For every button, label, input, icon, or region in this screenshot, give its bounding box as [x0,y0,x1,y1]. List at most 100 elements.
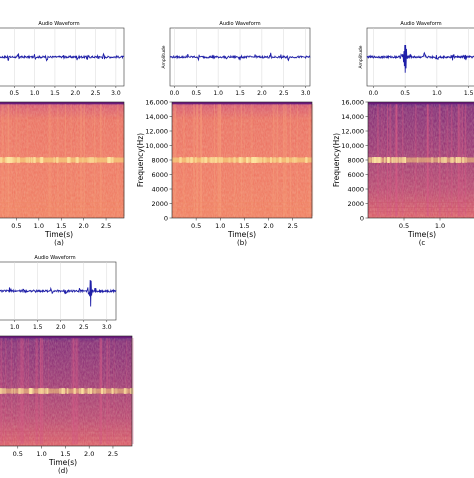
spectrogram-x-tick-label: 2.0 [84,450,94,458]
waveform-tick-label: 2.0 [70,90,80,97]
spectrogram-band-blob [31,388,34,394]
spectrogram-x-tick-label: 1.5 [239,222,249,230]
spectrogram-band-blob [0,388,4,394]
subfigure-caption: (a) [54,239,64,247]
spectrogram-y-tick-label: 14,000 [341,113,364,121]
spectrogram-band-blob [2,388,7,394]
waveform-tick-label: 2.0 [257,90,267,97]
spectrogram-band-blob [204,157,208,163]
waveform-tick-label: 0.5 [10,90,20,97]
spectrogram-band-blob [260,157,263,163]
waveform-ylabel: Amplitude [358,45,364,68]
spectrogram-band-blob [101,388,104,394]
spectrogram-band-blob [379,157,382,163]
spectrogram-band-blob [5,157,8,163]
waveform-title: Audio Waveform [400,21,441,27]
spectrogram-band-blob [179,157,181,163]
spectrogram-x-tick-label: 2.5 [108,450,118,458]
spectrogram-axes-frame [0,335,133,447]
spectrogram-top-edge [368,102,474,105]
spectrogram-band-blob [6,157,10,163]
spectrogram-band-blob [61,388,64,394]
spectrogram-ylabel: Frequency(Hz) [136,133,145,187]
spectrogram-xlabel: Time(s) [44,230,73,239]
spectrogram-panel-b: 0.5 1.0 1.5 2.0 2.5 0 2000 4000 6000 8000 10,000 12… [136,98,314,247]
spectrogram-band-blob [456,157,459,163]
spectrogram-panel-a: 0.5 1.0 1.5 2.0 2.5 Time(s)(a) [0,101,126,247]
spectrogram-band-blob [200,157,204,163]
spectrogram-band-blob [16,157,20,163]
waveform-tick-label: 1.0 [213,90,223,97]
spectrogram-band-blob [273,157,276,163]
spectrogram-band-blob [45,388,47,394]
spectrogram-band-blob [437,157,440,163]
spectrogram-band-blob [39,388,42,394]
spectrogram-streak [311,104,314,216]
waveform-tick-label: 2.5 [79,324,89,331]
spectrogram-band-blob [9,157,13,163]
waveform-tick-label: 3.0 [301,90,311,97]
spectrogram-band-blob [0,157,2,163]
spectrogram-harmonic [0,439,132,441]
spectrogram-band-blob [258,157,262,163]
spectrogram-x-tick-label: 2.0 [263,222,273,230]
spectrogram-band-blob [75,157,79,163]
spectrogram-harmonic [172,211,312,213]
spectrogram-band-blob [32,157,35,163]
waveform-panel-c: Audio Waveform 0.0 0.5 1.0 1.5 Amplitude [358,21,474,97]
spectrogram-band-blob [451,157,454,163]
spectrogram-band-blob [28,157,30,163]
spectrogram-band-blob [263,157,267,163]
spectrogram-band-blob [18,388,21,394]
spectrogram-band-blob [384,157,386,163]
spectrogram-band-blob [11,388,13,394]
spectrogram-x-tick-label: 2.0 [78,222,88,230]
spectrogram-y-tick-label: 8000 [347,156,364,164]
spectrogram-band-blob [31,157,33,163]
spectrogram-band-blob [218,157,221,163]
spectrogram-band-blob [21,388,24,394]
spectrogram-band-blob [209,157,213,163]
spectrogram-x-tick-label: 0.5 [13,450,23,458]
spectrogram-band-blob [46,388,49,394]
spectrogram-band-blob [28,388,32,394]
spectrogram-band-blob [59,388,61,394]
waveform-tick-label: 1.5 [464,90,474,97]
spectrogram-band-blob [78,388,81,394]
spectrogram-band-blob [112,157,114,163]
spectrogram-band-blob [465,157,467,163]
spectrogram-harmonic [0,207,124,208]
spectrogram-band-blob [391,157,396,163]
spectrogram-band-blob [87,157,91,163]
spectrogram-harmonic [172,202,312,203]
spectrogram-band-blob [6,157,10,163]
spectrogram-panel-d: 0.5 1.0 1.5 2.0 2.5 Time(s)(d) [0,335,134,475]
spectrogram-band-blob [398,157,401,163]
spectrogram-band-blob [387,157,390,163]
spectrogram-band-blob [10,157,14,163]
spectrogram-y-tick-label: 10,000 [145,142,168,150]
spectrogram-band-blob [190,157,193,163]
spectrogram-band-blob [305,157,308,163]
waveform-tick-label: 2.5 [279,90,289,97]
waveform-tick-label: 1.5 [33,324,43,331]
spectrogram-band-blob [391,157,393,163]
spectrogram-band-blob [62,388,66,394]
spectrogram-band-blob [107,157,111,163]
waveform-ylabel: Amplitude [161,45,167,68]
spectrogram-band-blob [90,157,94,163]
waveform-panel-a: Audio Waveform 0.5 1.0 1.5 2.0 2.5 3.0 [0,21,125,97]
subfigure-caption: (b) [237,239,247,247]
spectrogram-harmonic [0,430,132,432]
spectrogram-energy-band [0,157,124,163]
spectrogram-band-blob [395,157,399,163]
spectrogram-band-blob [255,157,259,163]
spectrogram-band-blob [67,157,70,163]
spectrogram-band-blob [376,157,381,163]
spectrogram-band-blob [399,157,403,163]
spectrogram-band-blob [278,157,282,163]
waveform-tick-label: 1.5 [50,90,60,97]
spectrogram-band-blob [417,157,419,163]
spectrogram-band-blob [66,388,69,394]
spectrogram-band-blob [294,157,298,163]
